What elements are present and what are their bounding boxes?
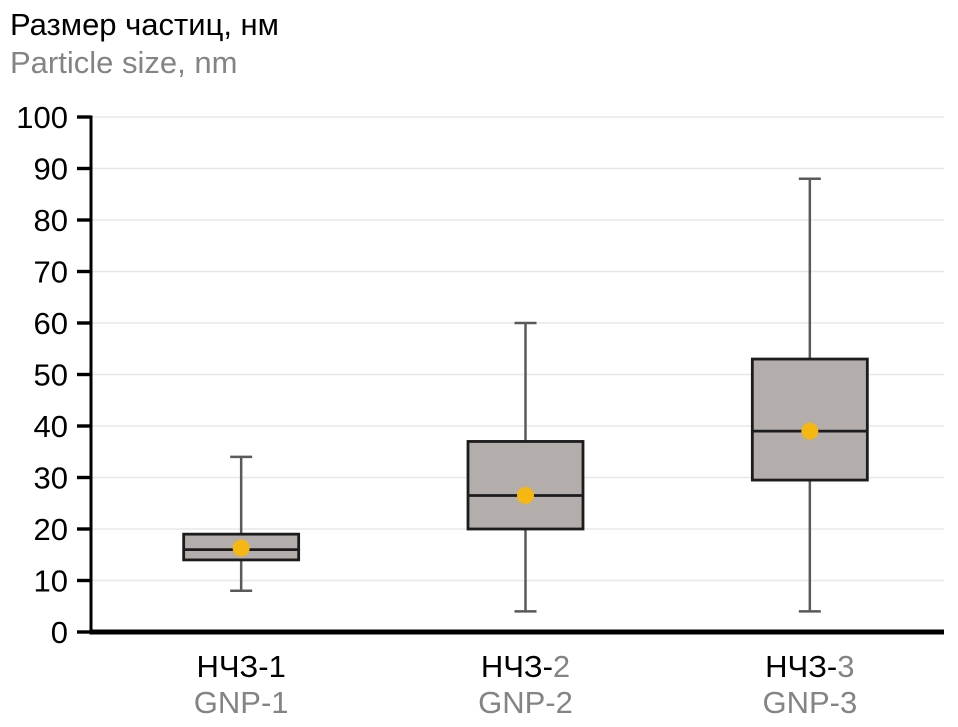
boxplot-3 [750, 177, 869, 613]
y-tick-label: 100 [16, 100, 68, 135]
mean-dot [801, 422, 819, 440]
mean-dot [517, 487, 534, 505]
x-category-label-ru: НЧЗ-3 [765, 649, 854, 684]
y-tick-label: 20 [34, 512, 68, 547]
y-tick-label: 90 [34, 152, 68, 187]
boxplot-2 [466, 321, 585, 613]
chart-title-russian: Размер частиц, нм [10, 7, 279, 42]
y-tick-label: 70 [34, 255, 68, 290]
mean-dot [232, 539, 250, 557]
x-category-label-en: GNP-1 [194, 685, 289, 720]
x-category-label-ru: НЧЗ-1 [196, 649, 285, 684]
iqr-box [466, 440, 585, 531]
y-tick-label: 10 [34, 564, 68, 599]
y-tick-label: 30 [34, 461, 68, 496]
boxplot-1 [182, 455, 301, 593]
x-category-label-en: GNP-3 [762, 685, 857, 720]
iqr-box [750, 357, 869, 482]
y-tick-label: 80 [34, 203, 68, 238]
y-tick-label: 40 [34, 409, 68, 444]
y-tick-label: 0 [51, 615, 68, 650]
x-category-label-en: GNP-2 [478, 685, 573, 720]
chart-title: Размер частиц, нм Particle size, nm [10, 6, 279, 82]
y-tick-label: 60 [34, 306, 68, 341]
y-tick-label: 50 [34, 358, 68, 393]
chart-title-english: Particle size, nm [10, 45, 238, 80]
x-category-label-ru: НЧЗ-2 [481, 649, 570, 684]
